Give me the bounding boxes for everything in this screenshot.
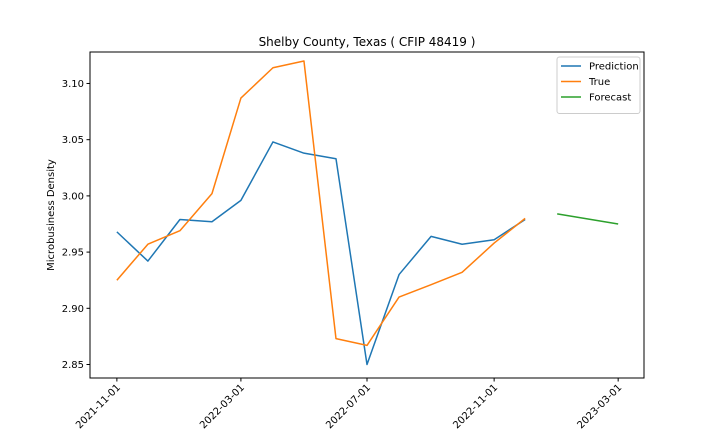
legend-label-prediction: Prediction bbox=[589, 62, 639, 73]
x-axis: 2021-11-01 2022-03-01 2022-07-01 2022-11-01… bbox=[74, 378, 624, 431]
y-axis: 2.85 2.90 2.95 3.00 3.05 3.10 bbox=[62, 79, 90, 371]
series-line-prediction bbox=[116, 141, 526, 366]
y-tick-label: 3.00 bbox=[62, 191, 84, 202]
series-line-true bbox=[116, 60, 526, 347]
chart-title: Shelby County, Texas ( CFIP 48419 ) bbox=[259, 35, 476, 49]
x-tick-label: 2023-03-01 bbox=[575, 382, 624, 431]
y-tick-label: 3.05 bbox=[62, 135, 84, 146]
x-tick-label: 2022-11-01 bbox=[451, 382, 500, 431]
legend-box bbox=[556, 56, 641, 114]
legend-label-forecast: Forecast bbox=[589, 93, 631, 104]
legend: Prediction True Forecast bbox=[556, 56, 641, 114]
x-tick-label: 2022-07-01 bbox=[324, 382, 373, 431]
y-tick-label: 3.10 bbox=[62, 79, 84, 90]
legend-label-true: True bbox=[588, 77, 610, 88]
y-tick-label: 2.90 bbox=[62, 304, 84, 315]
x-tick-label: 2021-11-01 bbox=[74, 382, 123, 431]
y-axis-label: Microbusiness Density bbox=[46, 159, 57, 271]
x-tick-label: 2022-03-01 bbox=[198, 382, 247, 431]
y-tick-label: 2.95 bbox=[62, 248, 84, 259]
y-tick-label: 2.85 bbox=[62, 360, 84, 371]
series-layer bbox=[116, 60, 619, 366]
series-line-forecast bbox=[557, 213, 619, 225]
